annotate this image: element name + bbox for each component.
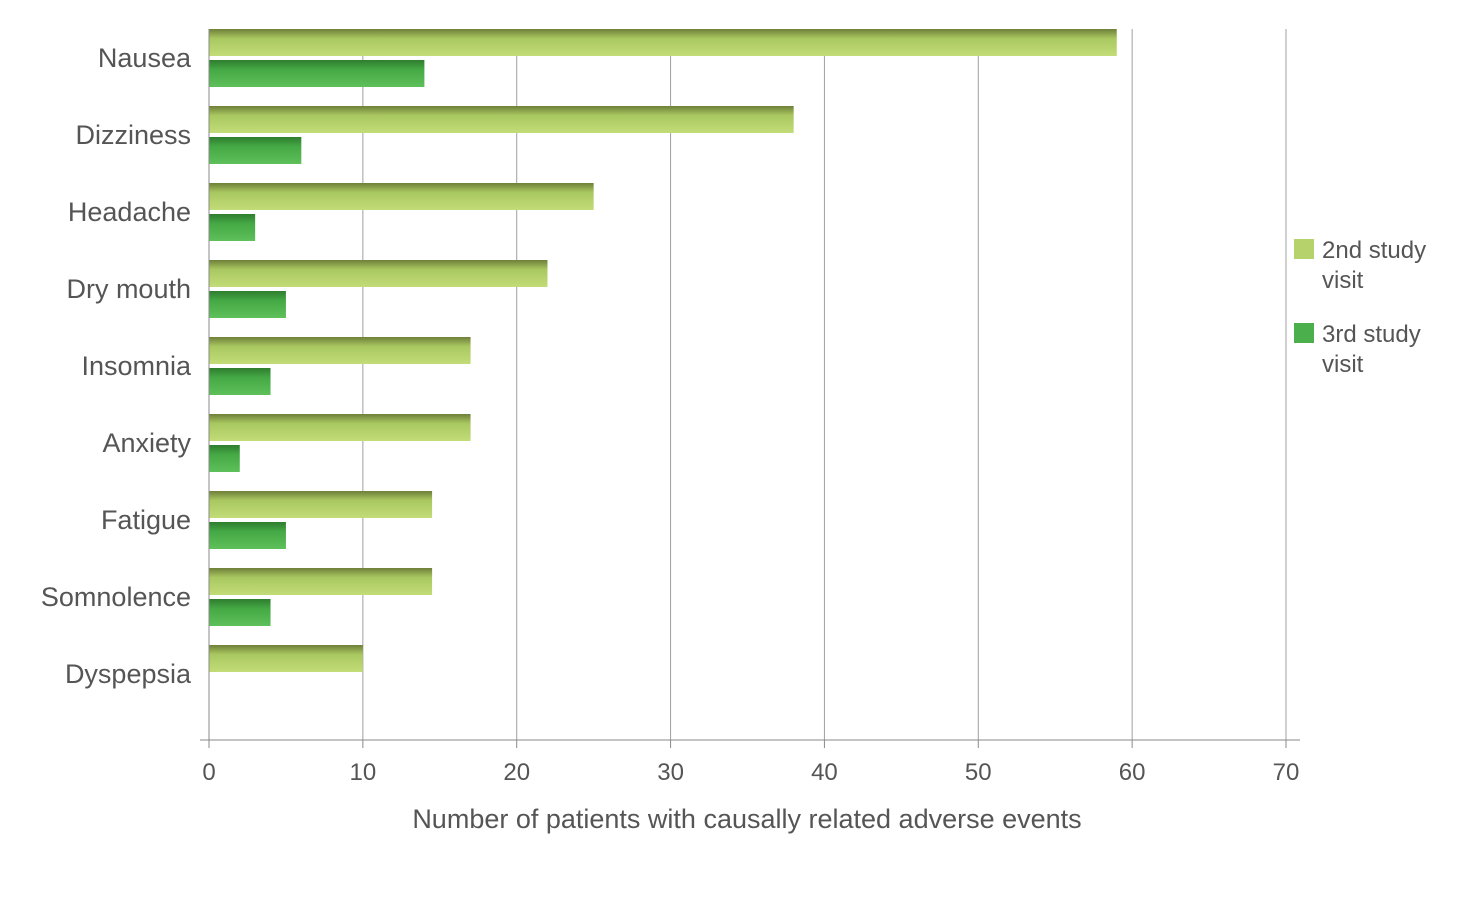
y-tick-label-fatigue: Fatigue <box>101 505 191 535</box>
y-tick-label-dry-mouth: Dry mouth <box>66 274 191 304</box>
bar-dry-mouth-series-2 <box>209 291 286 318</box>
bar-somnolence-series-1 <box>209 568 433 595</box>
bar-dry-mouth-series-1 <box>209 260 548 287</box>
x-tick-label-10: 10 <box>350 759 377 786</box>
y-tick-label-dizziness: Dizziness <box>75 120 191 150</box>
legend-item-2nd-visit: 2nd study visit <box>1294 236 1454 296</box>
x-tick-label-50: 50 <box>965 759 992 786</box>
y-tick-label-nausea: Nausea <box>98 43 192 73</box>
x-tick-label-60: 60 <box>1119 759 1146 786</box>
bar-headache-series-2 <box>209 214 256 241</box>
x-tick-label-20: 20 <box>503 759 530 786</box>
bar-insomnia-series-1 <box>209 337 471 364</box>
bar-headache-series-1 <box>209 183 594 210</box>
y-tick-label-headache: Headache <box>68 197 191 227</box>
x-tick-label-30: 30 <box>657 759 684 786</box>
x-tick-label-70: 70 <box>1273 759 1300 786</box>
bar-anxiety-series-1 <box>209 414 471 441</box>
legend-swatch-2nd-visit <box>1294 239 1314 259</box>
y-tick-label-insomnia: Insomnia <box>81 351 192 381</box>
bar-nausea-series-1 <box>209 29 1117 56</box>
y-tick-label-anxiety: Anxiety <box>102 428 191 458</box>
x-tick-label-40: 40 <box>811 759 838 786</box>
bar-dizziness-series-2 <box>209 137 302 164</box>
x-axis-title: Number of patients with causally related… <box>412 804 1081 834</box>
legend-label-2nd-visit: 2nd study visit <box>1322 237 1427 294</box>
x-tick-label-0: 0 <box>202 759 215 786</box>
bar-somnolence-series-2 <box>209 599 271 626</box>
bar-dizziness-series-1 <box>209 106 794 133</box>
bar-insomnia-series-2 <box>209 368 271 395</box>
bar-dyspepsia-series-1 <box>209 645 363 672</box>
y-tick-label-dyspepsia: Dyspepsia <box>65 659 192 689</box>
legend-swatch-3rd-visit <box>1294 323 1314 343</box>
bar-anxiety-series-2 <box>209 445 240 472</box>
legend-item-3rd-visit: 3rd study visit <box>1294 320 1454 380</box>
bar-nausea-series-2 <box>209 60 425 87</box>
legend-label-3rd-visit: 3rd study visit <box>1322 321 1421 378</box>
bar-fatigue-series-1 <box>209 491 433 518</box>
y-tick-label-somnolence: Somnolence <box>41 582 191 612</box>
bar-fatigue-series-2 <box>209 522 286 549</box>
chart-legend: 2nd study visit 3rd study visit <box>1294 236 1454 404</box>
